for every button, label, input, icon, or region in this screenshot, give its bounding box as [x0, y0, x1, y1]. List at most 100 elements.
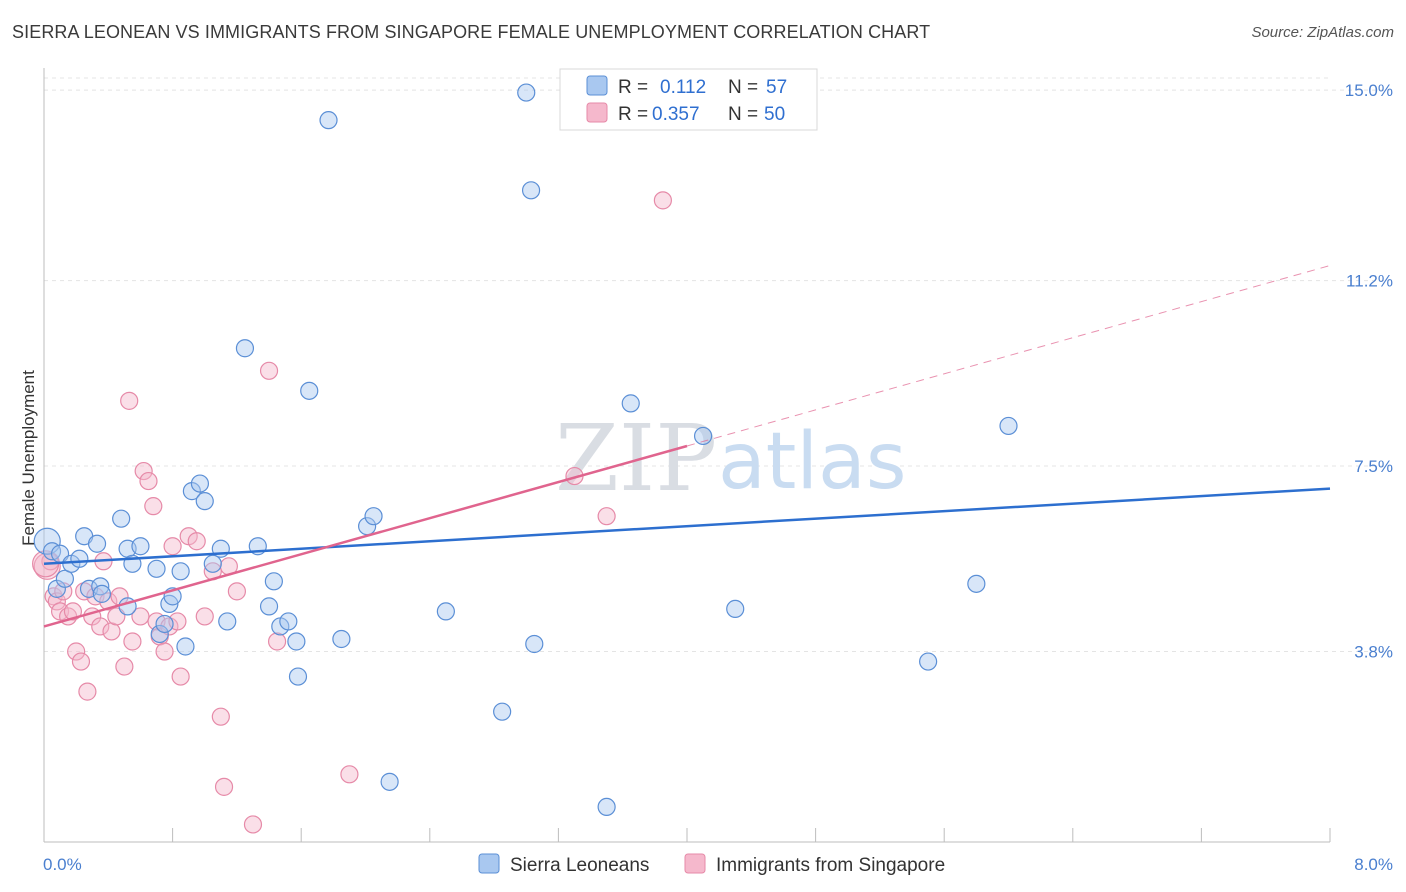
- legend-n-value-blue: 57: [766, 77, 787, 98]
- point-sierra-leonean-32: [259, 597, 279, 616]
- point-sierra-leonean-12: [112, 509, 131, 528]
- point-singapore-41: [227, 582, 246, 601]
- point-sierra-leonean-40: [332, 629, 351, 649]
- watermark-zip: ZIP: [555, 405, 717, 512]
- y-tick-labels: 3.8% 7.5% 11.2% 15.0%: [1345, 81, 1393, 661]
- point-sierra-leonean-52: [726, 599, 745, 619]
- point-singapore-36: [195, 607, 214, 626]
- point-sierra-leonean-26: [195, 492, 214, 511]
- legend-swatch-sierra-leoneans: [478, 853, 500, 874]
- legend-label-sierra-leoneans: Sierra Leoneans: [510, 855, 649, 876]
- series-legend: Sierra Leoneans Immigrants from Singapor…: [478, 853, 945, 876]
- x-tick-labels: 0.0% 8.0%: [43, 855, 1393, 874]
- trend-line-sierra-leoneans: [43, 487, 1331, 566]
- data-points: [32, 83, 1018, 834]
- watermark-atlas: atlas: [718, 417, 907, 507]
- point-singapore-26: [144, 497, 163, 516]
- legend-swatch-blue: [586, 75, 608, 96]
- y-tick-label-2: 11.2%: [1346, 272, 1393, 291]
- point-singapore-44: [267, 632, 287, 651]
- legend-r-label-blue: R =: [618, 77, 648, 98]
- point-singapore-29: [155, 642, 174, 661]
- point-sierra-leonean-37: [288, 667, 308, 686]
- point-singapore-33: [171, 667, 190, 686]
- point-singapore-21: [120, 391, 139, 410]
- point-sierra-leonean-54: [967, 574, 986, 593]
- point-singapore-25: [139, 471, 158, 491]
- point-sierra-leonean-42: [364, 507, 383, 526]
- point-sierra-leonean-44: [436, 602, 455, 621]
- watermark: ZIP atlas: [555, 405, 907, 512]
- trend-lines: [43, 265, 1331, 628]
- point-sierra-leonean-38: [300, 381, 319, 400]
- point-sierra-leonean-22: [171, 562, 190, 581]
- point-sierra-leonean-45: [493, 702, 512, 721]
- point-sierra-leonean-36: [287, 632, 306, 651]
- point-sierra-leonean-53: [919, 652, 938, 671]
- point-singapore-11: [78, 682, 97, 701]
- point-singapore-16: [99, 592, 118, 611]
- legend-label-singapore: Immigrants from Singapore: [716, 855, 945, 876]
- point-singapore-39: [214, 777, 234, 796]
- point-singapore-20: [115, 657, 134, 676]
- point-singapore-9: [71, 652, 91, 671]
- point-singapore-35: [187, 532, 206, 551]
- point-sierra-leonean-39: [319, 111, 338, 130]
- correlation-legend: R = 0.112 N = 57 R = 0.357 N = 50: [559, 68, 818, 131]
- point-sierra-leonean-33: [264, 572, 283, 591]
- legend-n-label-blue: N =: [728, 77, 758, 98]
- point-sierra-leonean-43: [380, 772, 399, 791]
- point-sierra-leonean-55: [999, 416, 1018, 436]
- y-tick-label-3: 15.0%: [1345, 81, 1393, 100]
- point-singapore-43: [259, 361, 279, 380]
- point-singapore-47: [597, 507, 616, 526]
- legend-n-label-pink: N =: [728, 104, 758, 125]
- point-singapore-31: [163, 537, 182, 556]
- point-singapore-42: [243, 815, 263, 834]
- point-sierra-leonean-10: [91, 577, 110, 596]
- legend-r-label-pink: R =: [618, 104, 648, 125]
- point-singapore-24: [134, 461, 153, 481]
- point-sierra-leonean-11: [92, 584, 111, 603]
- point-sierra-leonean-16: [131, 537, 150, 556]
- chart-source: Source: ZipAtlas.com: [1251, 24, 1394, 41]
- point-singapore-3: [47, 592, 66, 611]
- point-sierra-leonean-23: [176, 637, 195, 656]
- point-sierra-leonean-19: [155, 614, 174, 634]
- point-singapore-38: [211, 707, 230, 726]
- point-sierra-leonean-50: [621, 394, 640, 413]
- legend-n-value-pink: 50: [764, 104, 785, 125]
- point-singapore-48: [653, 191, 672, 210]
- point-sierra-leonean-47: [521, 181, 541, 200]
- axes: [43, 68, 1331, 843]
- point-singapore-8: [67, 642, 86, 661]
- point-singapore-45: [340, 765, 359, 784]
- point-singapore-17: [102, 622, 121, 641]
- legend-r-value-pink: 0.357: [652, 104, 700, 125]
- point-sierra-leonean-49: [597, 797, 616, 817]
- point-sierra-leonean-18: [150, 624, 169, 644]
- point-sierra-leonean-30: [235, 339, 255, 358]
- point-singapore-22: [123, 632, 142, 651]
- x-tick-label-min: 0.0%: [43, 855, 82, 874]
- trend-line-singapore: [43, 444, 688, 628]
- legend-swatch-singapore: [684, 853, 706, 874]
- point-sierra-leonean-9: [87, 534, 107, 553]
- legend-r-value-blue: 0.112: [660, 77, 706, 98]
- point-sierra-leonean-29: [218, 612, 237, 631]
- chart-title: SIERRA LEONEAN VS IMMIGRANTS FROM SINGAP…: [12, 22, 931, 42]
- x-tick-label-max: 8.0%: [1354, 855, 1393, 874]
- y-tick-label-0: 3.8%: [1354, 643, 1393, 662]
- y-axis-label: Female Unemployment: [19, 370, 38, 546]
- point-sierra-leonean-17: [147, 559, 166, 578]
- point-singapore-14: [91, 617, 110, 636]
- point-sierra-leonean-25: [190, 474, 210, 493]
- legend-swatch-pink: [586, 102, 608, 123]
- grid-lines: [44, 77, 1390, 653]
- point-sierra-leonean-6: [70, 549, 89, 568]
- point-sierra-leonean-48: [525, 634, 544, 654]
- point-sierra-leonean-35: [279, 612, 298, 631]
- point-sierra-leonean-27: [203, 554, 222, 573]
- point-singapore-7: [63, 602, 83, 621]
